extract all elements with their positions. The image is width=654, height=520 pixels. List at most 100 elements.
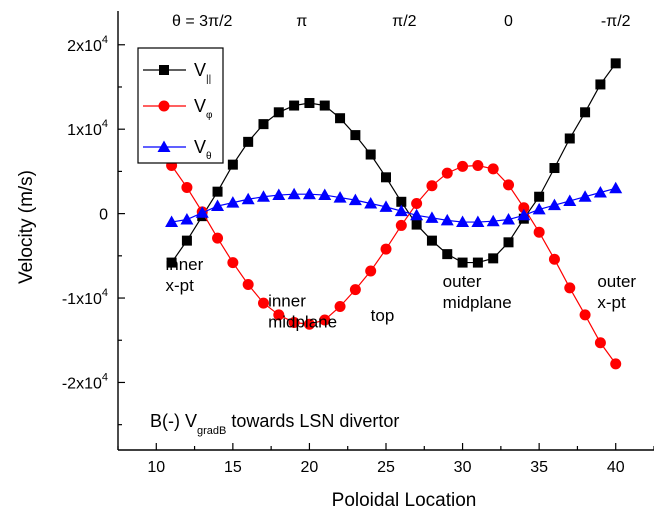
region-label: outer x-pt <box>597 272 636 312</box>
legend-item-v-phi: Vφ <box>143 96 213 121</box>
region-label-line: inner <box>165 255 203 274</box>
y-tick-label: -1x104 <box>62 287 108 308</box>
data-point-circle <box>303 318 315 330</box>
legend-item-v-theta: Vθ <box>143 137 212 162</box>
region-label-line: x-pt <box>165 276 194 295</box>
legend-subscript: φ <box>206 110 213 121</box>
x-tick-label: 30 <box>454 459 472 476</box>
data-point-square <box>457 257 468 268</box>
data-point-square <box>534 191 545 202</box>
data-point-circle <box>594 337 606 349</box>
caption: B(-) VgradB towards LSN divertor <box>150 411 399 437</box>
y-tick-base: -1x10 <box>62 291 102 308</box>
data-point-triangle <box>348 193 362 206</box>
y-tick-exponent: 4 <box>102 34 108 46</box>
y-tick-exponent: 4 <box>102 287 108 299</box>
region-label: inner x-pt <box>165 255 203 295</box>
y-tick-base: 0 <box>99 207 108 224</box>
data-point-circle <box>257 297 269 309</box>
legend-subscript: θ <box>206 151 212 162</box>
data-point-triangle <box>333 191 347 203</box>
data-point-circle <box>365 265 377 277</box>
data-point-triangle <box>180 213 194 225</box>
data-point-square <box>258 119 269 130</box>
legend-subscript: || <box>206 74 211 85</box>
theta-label: -π/2 <box>601 13 631 30</box>
data-point-square <box>411 219 422 230</box>
region-label-line: outer <box>597 272 636 291</box>
svg-text:Vφ: Vφ <box>194 96 213 121</box>
data-point-circle <box>548 253 560 265</box>
series-circle <box>166 159 622 370</box>
x-tick-label: 20 <box>301 459 319 476</box>
theta-label: π/2 <box>392 13 416 30</box>
data-point-triangle <box>241 192 255 205</box>
data-point-square <box>396 196 407 207</box>
region-label-line: midplane <box>268 312 337 331</box>
data-point-triangle <box>547 198 561 211</box>
theta-label: 0 <box>504 13 513 30</box>
data-point-triangle <box>410 208 424 221</box>
theta-labels: θ = 3π/2 π π/2 0 -π/2 <box>172 13 631 30</box>
data-point-triangle <box>211 199 225 212</box>
data-point-square <box>442 249 453 260</box>
data-point-triangle <box>440 213 454 226</box>
data-point-square <box>610 58 621 69</box>
data-point-square <box>488 253 499 264</box>
legend: V|| Vφ Vθ <box>137 47 224 164</box>
data-point-square <box>381 172 391 183</box>
series-square <box>166 58 621 268</box>
data-point-triangle <box>379 200 393 212</box>
data-point-square <box>503 237 514 248</box>
svg-text:Vθ: Vθ <box>194 137 212 162</box>
series-line <box>171 164 617 365</box>
y-axis-title: Velocity (m/s) <box>16 170 37 284</box>
data-point-square <box>289 100 300 111</box>
data-point-triangle <box>471 215 485 228</box>
x-tick-label: 15 <box>224 459 242 476</box>
region-label-line: midplane <box>443 293 512 312</box>
data-point-circle <box>288 317 300 329</box>
data-point-square <box>273 107 284 118</box>
data-point-triangle <box>456 215 470 228</box>
data-point-circle <box>457 160 469 172</box>
legend-label: V <box>194 96 206 116</box>
data-point-triangle <box>593 186 607 198</box>
y-tick-label: 0 <box>99 207 108 224</box>
data-point-circle <box>349 284 361 296</box>
data-point-square <box>243 136 254 147</box>
data-point-circle <box>472 159 484 171</box>
data-point-triangle <box>302 187 316 200</box>
caption-suffix: towards LSN divertor <box>226 411 399 431</box>
region-label-line: x-pt <box>597 293 626 312</box>
data-point-triangle <box>287 187 301 200</box>
data-point-triangle <box>502 213 516 225</box>
data-point-circle <box>411 197 423 209</box>
region-label: top <box>371 306 395 325</box>
data-point-circle <box>242 279 254 291</box>
region-label-line: outer <box>443 272 482 291</box>
data-point-circle <box>503 179 515 191</box>
legend-square-marker <box>159 65 169 75</box>
series-line <box>171 62 617 264</box>
data-point-circle <box>487 163 499 175</box>
data-point-square <box>319 100 330 111</box>
y-tick-label: -2x104 <box>62 371 108 392</box>
data-point-circle <box>610 358 622 370</box>
data-point-triangle <box>563 194 577 206</box>
region-label-line: top <box>371 306 395 325</box>
data-point-circle <box>380 243 392 255</box>
data-point-square <box>181 235 192 246</box>
series-triangle <box>165 181 623 228</box>
data-point-square <box>350 130 361 141</box>
svg-text:V||: V|| <box>194 60 211 85</box>
data-point-circle <box>518 202 530 214</box>
region-label: inner midplane <box>268 291 337 331</box>
data-point-triangle <box>226 196 240 208</box>
data-point-triangle <box>578 190 592 202</box>
data-point-triangle <box>256 190 270 202</box>
series-line <box>171 187 616 223</box>
y-tick-label: 2x104 <box>67 34 108 55</box>
